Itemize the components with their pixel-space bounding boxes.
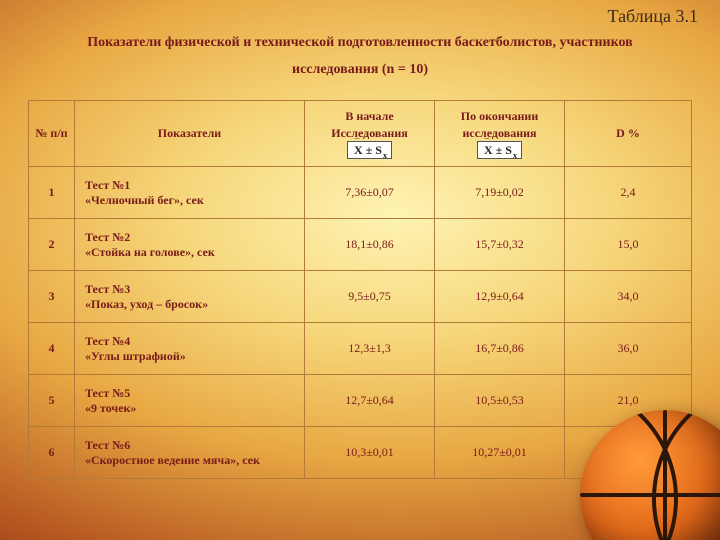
header-number: № п/п	[29, 101, 75, 167]
table-row: 1Тест №1«Челночный бег», сек7,36±0,077,1…	[29, 167, 692, 219]
cell-number: 4	[29, 323, 75, 375]
stat-formula-end: X ± S	[477, 141, 522, 159]
cell-delta: 15,0	[565, 219, 692, 271]
slide-caption: Показатели физической и технической подг…	[0, 30, 720, 83]
slide-root: Таблица 3.1 Показатели физической и техн…	[0, 0, 720, 540]
cell-number: 2	[29, 219, 75, 271]
cell-indicator: Тест №6«Скоростное ведение мяча», сек	[75, 427, 305, 479]
header-end-label: По окончании исследования	[461, 109, 539, 139]
cell-number: 6	[29, 427, 75, 479]
caption-line-2: исследования (n = 10)	[30, 57, 690, 84]
cell-number: 5	[29, 375, 75, 427]
cell-delta: 34,0	[565, 271, 692, 323]
cell-number: 3	[29, 271, 75, 323]
header-begin-label: В начале Исследования	[331, 109, 407, 139]
cell-indicator: Тест №1«Челночный бег», сек	[75, 167, 305, 219]
table-header-row: № п/п Показатели В начале Исследования X…	[29, 101, 692, 167]
cell-end: 15,7±0,32	[435, 219, 565, 271]
cell-begin: 12,3±1,3	[305, 323, 435, 375]
table-row: 2Тест №2«Стойка на голове», сек18,1±0,86…	[29, 219, 692, 271]
cell-begin: 12,7±0,64	[305, 375, 435, 427]
cell-indicator: Тест №3«Показ, уход – бросок»	[75, 271, 305, 323]
header-end: По окончании исследования X ± S	[435, 101, 565, 167]
cell-indicator: Тест №5«9 точек»	[75, 375, 305, 427]
table-number-label: Таблица 3.1	[608, 6, 698, 27]
cell-begin: 10,3±0,01	[305, 427, 435, 479]
cell-number: 1	[29, 167, 75, 219]
cell-delta: 2,4	[565, 167, 692, 219]
caption-line-1: Показатели физической и технической подг…	[30, 30, 690, 57]
cell-begin: 9,5±0,75	[305, 271, 435, 323]
header-begin: В начале Исследования X ± S	[305, 101, 435, 167]
cell-end: 10,27±0,01	[435, 427, 565, 479]
table-row: 3Тест №3«Показ, уход – бросок»9,5±0,7512…	[29, 271, 692, 323]
cell-end: 16,7±0,86	[435, 323, 565, 375]
cell-begin: 7,36±0,07	[305, 167, 435, 219]
cell-delta: 36,0	[565, 323, 692, 375]
basketball-icon	[580, 410, 720, 540]
cell-begin: 18,1±0,86	[305, 219, 435, 271]
table-row: 4Тест №4«Углы штрафной»12,3±1,316,7±0,86…	[29, 323, 692, 375]
cell-end: 10,5±0,53	[435, 375, 565, 427]
header-indicator: Показатели	[75, 101, 305, 167]
cell-indicator: Тест №4«Углы штрафной»	[75, 323, 305, 375]
header-delta: D %	[565, 101, 692, 167]
cell-end: 7,19±0,02	[435, 167, 565, 219]
cell-end: 12,9±0,64	[435, 271, 565, 323]
stat-formula-begin: X ± S	[347, 141, 392, 159]
cell-indicator: Тест №2«Стойка на голове», сек	[75, 219, 305, 271]
